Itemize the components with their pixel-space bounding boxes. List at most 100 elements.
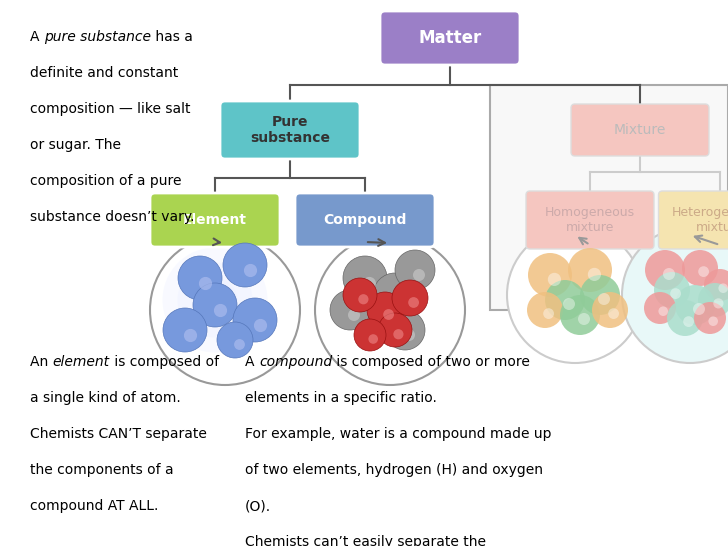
Text: compound AT ALL.: compound AT ALL. xyxy=(30,499,159,513)
Circle shape xyxy=(223,243,267,287)
Circle shape xyxy=(507,227,643,363)
Circle shape xyxy=(353,298,397,342)
Circle shape xyxy=(682,250,718,286)
Circle shape xyxy=(528,253,572,297)
Text: a single kind of atom.: a single kind of atom. xyxy=(30,391,181,405)
Text: (O).: (O). xyxy=(245,499,271,513)
Circle shape xyxy=(698,266,709,277)
Circle shape xyxy=(694,302,726,334)
Text: pure substance: pure substance xyxy=(44,30,151,44)
Circle shape xyxy=(373,319,386,332)
FancyBboxPatch shape xyxy=(295,193,435,247)
Circle shape xyxy=(343,278,377,312)
Circle shape xyxy=(698,283,728,317)
Circle shape xyxy=(162,247,267,353)
Circle shape xyxy=(244,264,257,277)
FancyBboxPatch shape xyxy=(380,11,520,65)
Circle shape xyxy=(527,292,563,328)
Circle shape xyxy=(330,290,370,330)
Text: A: A xyxy=(30,30,44,44)
Circle shape xyxy=(670,288,681,299)
Circle shape xyxy=(693,303,705,315)
Circle shape xyxy=(150,235,300,385)
FancyBboxPatch shape xyxy=(490,85,728,310)
Circle shape xyxy=(598,293,610,305)
Text: Homogeneous
mixture: Homogeneous mixture xyxy=(545,206,635,234)
Text: Matter: Matter xyxy=(419,29,482,47)
Circle shape xyxy=(395,250,435,290)
Circle shape xyxy=(568,248,612,292)
Circle shape xyxy=(408,297,419,308)
Circle shape xyxy=(658,306,668,316)
Circle shape xyxy=(378,313,412,347)
Circle shape xyxy=(403,329,415,341)
Text: elements in a specific ratio.: elements in a specific ratio. xyxy=(245,391,437,405)
Text: substance doesn’t vary.: substance doesn’t vary. xyxy=(30,210,194,224)
Circle shape xyxy=(719,283,728,293)
Text: composition of a pure: composition of a pure xyxy=(30,174,181,188)
Text: has a: has a xyxy=(151,30,193,44)
Circle shape xyxy=(178,256,222,300)
Circle shape xyxy=(363,277,376,290)
Circle shape xyxy=(545,280,585,320)
Text: the components of a: the components of a xyxy=(30,463,173,477)
Text: Chemists can’t easily separate the: Chemists can’t easily separate the xyxy=(245,535,486,546)
Circle shape xyxy=(233,298,277,342)
Circle shape xyxy=(254,319,267,332)
Circle shape xyxy=(385,310,425,350)
Circle shape xyxy=(354,319,386,351)
FancyBboxPatch shape xyxy=(220,101,360,159)
Circle shape xyxy=(178,263,253,337)
FancyBboxPatch shape xyxy=(659,191,728,249)
Circle shape xyxy=(592,292,628,328)
Circle shape xyxy=(315,235,465,385)
Text: definite and constant: definite and constant xyxy=(30,66,178,80)
Circle shape xyxy=(547,273,561,286)
Circle shape xyxy=(184,329,197,342)
Text: Heterogeneous
mixture: Heterogeneous mixture xyxy=(672,206,728,234)
Circle shape xyxy=(580,275,620,315)
Text: Pure
substance: Pure substance xyxy=(250,115,330,145)
Circle shape xyxy=(217,322,253,358)
Circle shape xyxy=(393,329,403,340)
Circle shape xyxy=(667,300,703,336)
Text: of two elements, hydrogen (H) and oxygen: of two elements, hydrogen (H) and oxygen xyxy=(245,463,543,477)
Text: A: A xyxy=(245,355,259,369)
Circle shape xyxy=(563,298,575,310)
Text: Mixture: Mixture xyxy=(614,123,666,137)
Circle shape xyxy=(383,309,394,320)
Text: is composed of two or more: is composed of two or more xyxy=(332,355,530,369)
Text: composition — like salt: composition — like salt xyxy=(30,102,191,116)
Circle shape xyxy=(367,292,403,328)
Circle shape xyxy=(192,277,237,323)
Circle shape xyxy=(578,313,590,325)
Circle shape xyxy=(199,277,212,290)
FancyBboxPatch shape xyxy=(526,191,654,249)
Circle shape xyxy=(622,227,728,363)
Circle shape xyxy=(358,294,368,304)
Circle shape xyxy=(373,273,417,317)
Circle shape xyxy=(214,304,227,317)
FancyBboxPatch shape xyxy=(571,104,709,156)
Text: Compound: Compound xyxy=(323,213,407,227)
Text: Element: Element xyxy=(183,213,247,227)
Circle shape xyxy=(675,285,715,325)
Circle shape xyxy=(683,316,694,327)
Circle shape xyxy=(644,292,676,324)
Text: An: An xyxy=(30,355,52,369)
Circle shape xyxy=(608,308,619,319)
Circle shape xyxy=(413,269,425,281)
Circle shape xyxy=(654,272,690,308)
Circle shape xyxy=(368,334,378,344)
Text: Chemists CAN’T separate: Chemists CAN’T separate xyxy=(30,427,207,441)
Circle shape xyxy=(348,309,360,321)
FancyBboxPatch shape xyxy=(150,193,280,247)
Circle shape xyxy=(392,280,428,316)
Circle shape xyxy=(645,250,685,290)
Text: element: element xyxy=(52,355,110,369)
Circle shape xyxy=(543,308,554,319)
Circle shape xyxy=(713,298,724,308)
Circle shape xyxy=(393,294,406,307)
Circle shape xyxy=(163,308,207,352)
Circle shape xyxy=(708,316,718,326)
